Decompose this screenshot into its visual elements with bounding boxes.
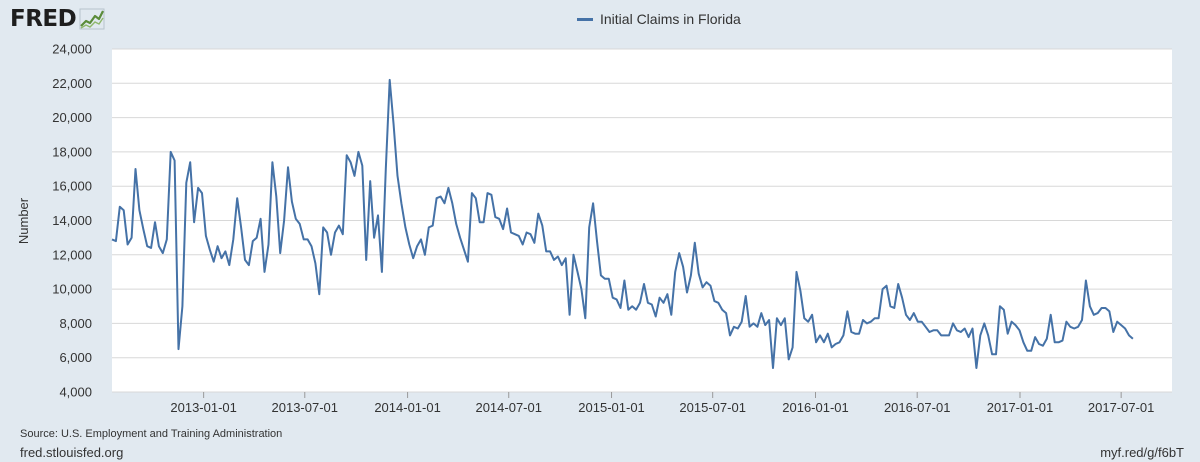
y-tick-label: 24,000: [52, 42, 92, 57]
x-tick-label: 2016-01-01: [782, 400, 849, 415]
logo-text: FRED: [10, 6, 77, 32]
x-tick-label: 2014-01-01: [374, 400, 441, 415]
y-tick-label: 14,000: [52, 213, 92, 228]
short-link[interactable]: myf.red/g/f6bT: [1100, 445, 1184, 460]
x-tick-label: 2013-07-01: [272, 400, 339, 415]
y-tick-label: 20,000: [52, 110, 92, 125]
y-tick-label: 8,000: [59, 316, 92, 331]
y-tick-label: 18,000: [52, 144, 92, 159]
legend-swatch: [577, 17, 593, 21]
x-tick-label: 2016-07-01: [884, 400, 951, 415]
chart-line-icon: [79, 8, 105, 30]
y-tick-label: 12,000: [52, 247, 92, 262]
source-note: Source: U.S. Employment and Training Adm…: [20, 428, 283, 440]
chart-legend[interactable]: Initial Claims in Florida: [577, 11, 741, 27]
y-tick-label: 10,000: [52, 282, 92, 297]
x-tick-label: 2017-07-01: [1088, 400, 1155, 415]
series-line-initial-claims-florida[interactable]: [111, 78, 1134, 369]
y-tick-label: 22,000: [52, 76, 92, 91]
fred-logo[interactable]: FRED: [10, 6, 105, 32]
y-axis-label: Number: [16, 197, 31, 244]
y-tick-label: 16,000: [52, 179, 92, 194]
y-axis: 4,000 6,000 8,000 10,000 12,000 14,000 16,000 1…: [52, 42, 92, 400]
y-tick-label: 6,000: [59, 350, 92, 365]
series-group: [111, 78, 1134, 369]
x-tick-label: 2013-01-01: [170, 400, 237, 415]
line-chart[interactable]: 4,000 6,000 8,000 10,000 12,000 14,000 16,000 1…: [0, 0, 1200, 430]
grid-lines: [112, 48, 1172, 393]
x-tick-label: 2015-01-01: [578, 400, 645, 415]
legend-label: Initial Claims in Florida: [600, 11, 741, 27]
x-axis: 2013-01-01 2013-07-01 2014-01-01 2014-07-01…: [170, 392, 1154, 415]
x-tick-label: 2017-01-01: [987, 400, 1054, 415]
x-tick-label: 2015-07-01: [679, 400, 746, 415]
y-tick-label: 4,000: [59, 385, 92, 400]
site-link[interactable]: fred.stlouisfed.org: [20, 445, 124, 460]
x-tick-label: 2014-07-01: [475, 400, 542, 415]
